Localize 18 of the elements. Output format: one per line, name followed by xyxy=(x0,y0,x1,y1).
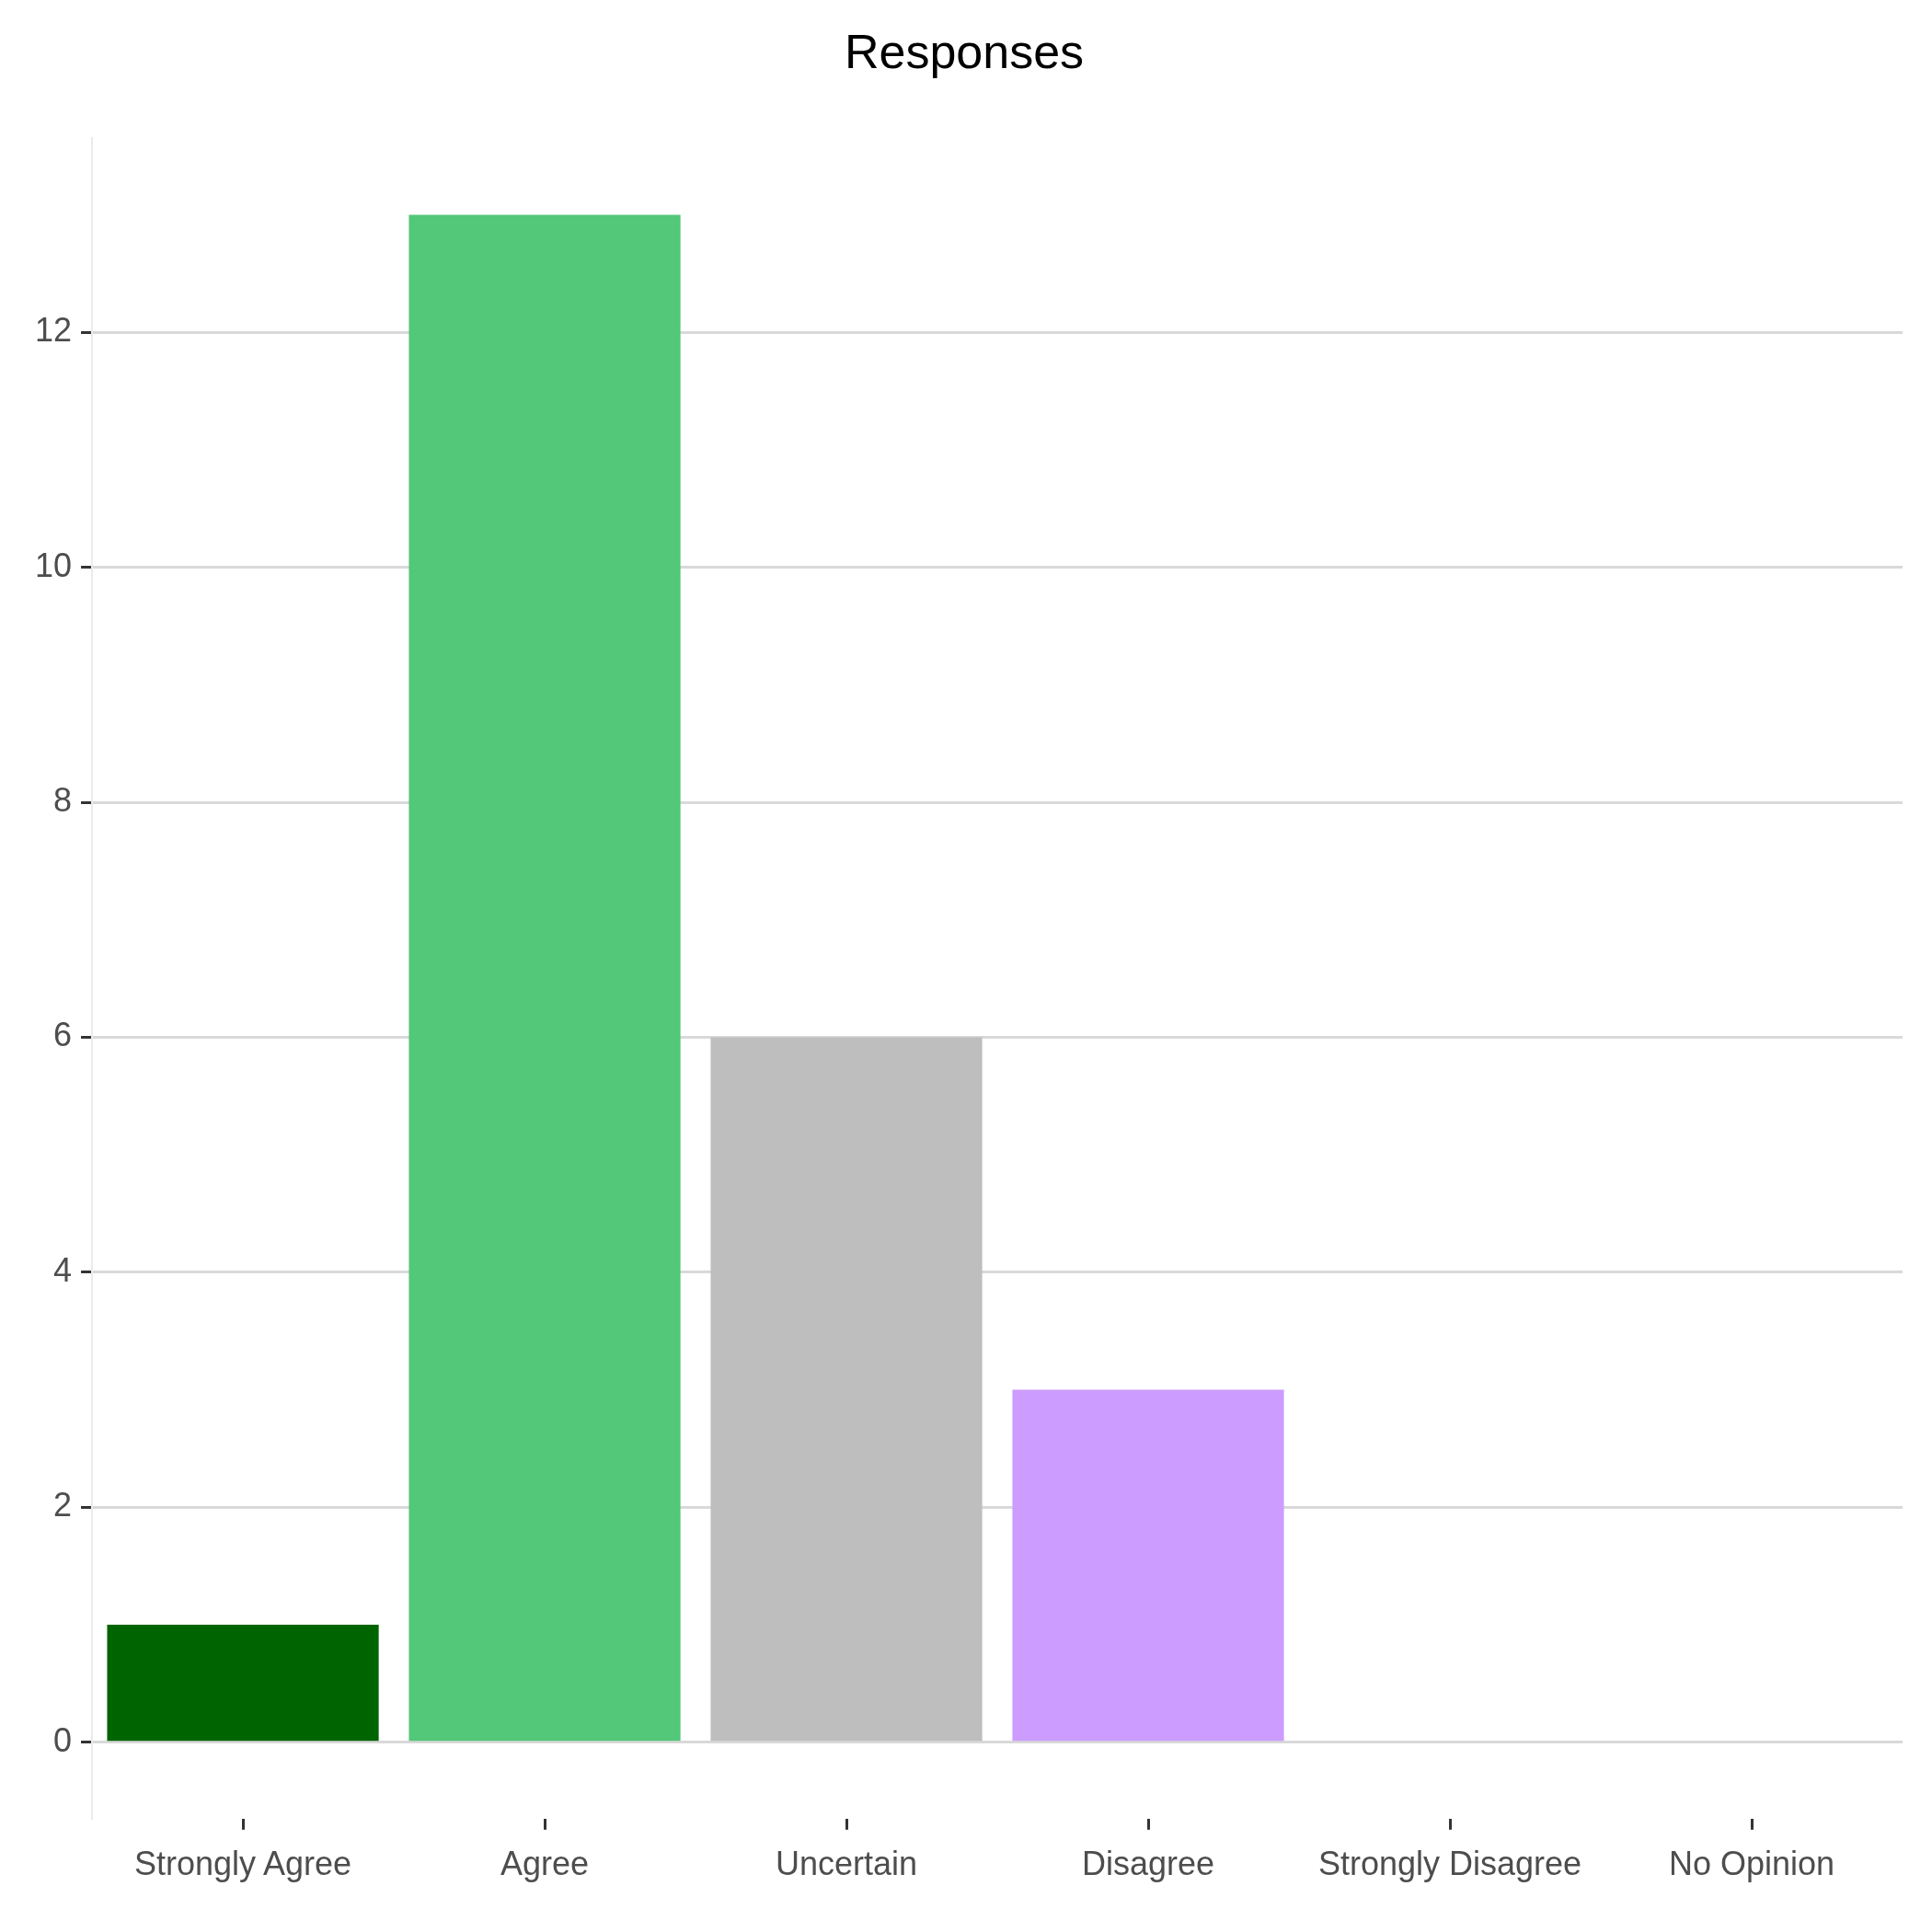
x-tick-label: No Opinion xyxy=(1668,1845,1835,1883)
x-tick-label: Uncertain xyxy=(775,1845,918,1883)
bar xyxy=(1012,1389,1284,1742)
bar xyxy=(408,214,681,1742)
y-tick-label: 12 xyxy=(35,311,73,350)
y-tick-label: 4 xyxy=(53,1250,73,1289)
bar xyxy=(107,1625,379,1742)
bar xyxy=(710,1037,983,1742)
y-tick-label: 2 xyxy=(53,1486,73,1524)
x-tick-label: Disagree xyxy=(1081,1845,1215,1883)
chart-title: Responses xyxy=(844,24,1085,78)
x-tick-label: Agree xyxy=(500,1845,590,1883)
x-tick-label: Strongly Disagree xyxy=(1317,1845,1582,1883)
y-tick-label: 8 xyxy=(53,780,73,819)
y-tick-label: 10 xyxy=(35,546,73,584)
y-tick-label: 6 xyxy=(53,1016,73,1054)
x-tick-label: Strongly Agree xyxy=(133,1845,352,1883)
y-tick-label: 0 xyxy=(53,1720,73,1759)
